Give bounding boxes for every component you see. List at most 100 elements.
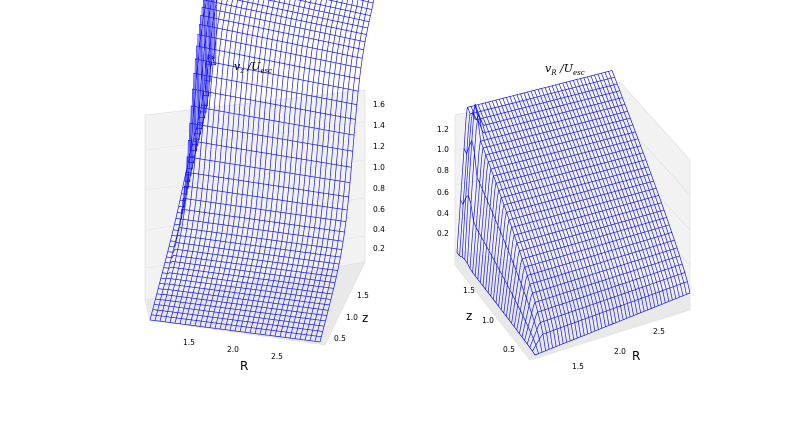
left-x-tick: 2.0 (227, 345, 239, 354)
left-y-label: z (362, 311, 368, 325)
right-surface-line (491, 100, 571, 341)
right-surface-line (527, 91, 606, 327)
right-surface-line (484, 102, 564, 344)
right-z-tick: 0.8 (437, 166, 449, 175)
right-y-tick: 1.0 (482, 316, 494, 325)
right-z-tick: 1.0 (437, 145, 449, 154)
right-surface-line (604, 72, 684, 296)
left-surface-line (174, 0, 223, 324)
right-x-tick: 2.0 (614, 347, 626, 356)
right-surface-mesh (456, 70, 691, 356)
right-surface-line (467, 104, 546, 351)
left-surface-mesh (149, 0, 375, 343)
left-z-axis: 0.2 0.4 0.6 0.8 1.0 1.2 1.4 1.6 (373, 100, 385, 253)
left-x-tick: 1.5 (183, 338, 195, 347)
right-surface-line (551, 85, 631, 318)
left-surface-line (314, 0, 369, 342)
right-surface-line (583, 77, 663, 305)
left-surface-line (194, 0, 244, 326)
right-surface-line (594, 74, 673, 301)
left-surface-line (299, 0, 354, 340)
left-z-tick: 0.6 (373, 205, 385, 214)
right-surface-line (597, 73, 677, 299)
right-surface-line (460, 194, 539, 354)
right-surface-line (477, 104, 557, 347)
left-x-tick: 2.5 (271, 352, 283, 361)
right-x-axis: 1.5 2.0 2.5 R (572, 327, 665, 371)
left-y-tick: 1.5 (357, 291, 369, 300)
left-surface-line (224, 0, 275, 330)
right-surface-line (530, 90, 610, 326)
left-surface-line (159, 0, 207, 322)
right-surface-line (569, 81, 649, 310)
right-z-tick: 1.2 (437, 125, 449, 134)
left-title: vz /Uesc (234, 60, 272, 75)
left-surface-line (200, 0, 371, 113)
left-surface-line (189, 0, 239, 326)
left-surface-line (164, 0, 213, 322)
right-surface-line (562, 82, 642, 313)
right-surface-line (537, 89, 617, 323)
left-surface-line (201, 0, 372, 107)
left-surface-line (304, 0, 359, 341)
left-surface-line (284, 0, 338, 338)
right-surface-line (579, 78, 659, 306)
left-y-tick: 1.0 (346, 313, 358, 322)
right-surface-line (509, 96, 589, 334)
left-surface-line (319, 0, 375, 342)
left-z-tick: 1.6 (373, 100, 385, 109)
right-surface-line (495, 99, 575, 340)
right-surface-line (463, 138, 543, 353)
left-surface-line (149, 55, 211, 321)
left-surface-line (234, 0, 286, 331)
left-z-tick: 0.8 (373, 184, 385, 193)
right-title: vR /Uesc (545, 62, 585, 77)
right-x-tick: 1.5 (572, 362, 584, 371)
right-z-tick: 0.4 (437, 209, 449, 218)
left-surface-line (229, 0, 280, 331)
right-surface-line (520, 93, 599, 330)
left-surface-line (294, 0, 348, 339)
right-x-tick: 2.5 (653, 327, 665, 336)
left-z-tick: 0.4 (373, 225, 385, 234)
right-surface-line (488, 101, 568, 343)
right-y-axis: 0.5 1.0 1.5 z (463, 286, 515, 354)
left-surface-line (154, 56, 216, 321)
right-y-tick: 0.5 (503, 345, 515, 354)
left-surface-line (239, 0, 291, 332)
right-surface-line (555, 84, 634, 316)
right-surface-line (544, 87, 624, 320)
right-surface-line (565, 82, 645, 312)
right-surface-line (502, 98, 582, 337)
right-surface-line (590, 75, 670, 302)
left-surface-line (289, 0, 343, 339)
right-z-axis: 0.2 0.4 0.6 0.8 1.0 1.2 (437, 125, 449, 238)
right-surface-line (498, 99, 578, 339)
right-surface-line (548, 86, 627, 319)
right-surface-line (513, 95, 592, 333)
left-surface-line (204, 0, 254, 328)
right-surface-line (608, 71, 687, 295)
right-surface-line (481, 103, 561, 346)
left-surface-line (219, 0, 270, 330)
left-panel: vz /Uesc 0.2 0.4 0.6 0.8 1.0 1.2 1.4 1.6… (144, 0, 385, 373)
left-surface-line (179, 0, 228, 324)
left-surface-line (274, 0, 328, 337)
left-surface-line (264, 0, 317, 335)
right-z-tick: 0.6 (437, 188, 449, 197)
right-surface-line (601, 73, 680, 298)
right-surface-line (456, 252, 536, 356)
right-panel: vR /Uesc 0.2 0.4 0.6 0.8 1.0 1.2 0.5 1.0… (437, 62, 691, 371)
left-surface-line (214, 0, 265, 329)
left-gridlines (144, 96, 366, 292)
left-z-tick: 0.2 (373, 244, 385, 253)
left-surface-line (259, 0, 312, 335)
right-surface-line (523, 92, 603, 329)
right-surface-line (474, 105, 553, 349)
left-surface-line (249, 0, 301, 333)
left-x-label: R (240, 359, 248, 373)
right-surface-line (611, 70, 691, 294)
right-surface-line (470, 106, 550, 350)
left-surface-line (169, 0, 218, 323)
